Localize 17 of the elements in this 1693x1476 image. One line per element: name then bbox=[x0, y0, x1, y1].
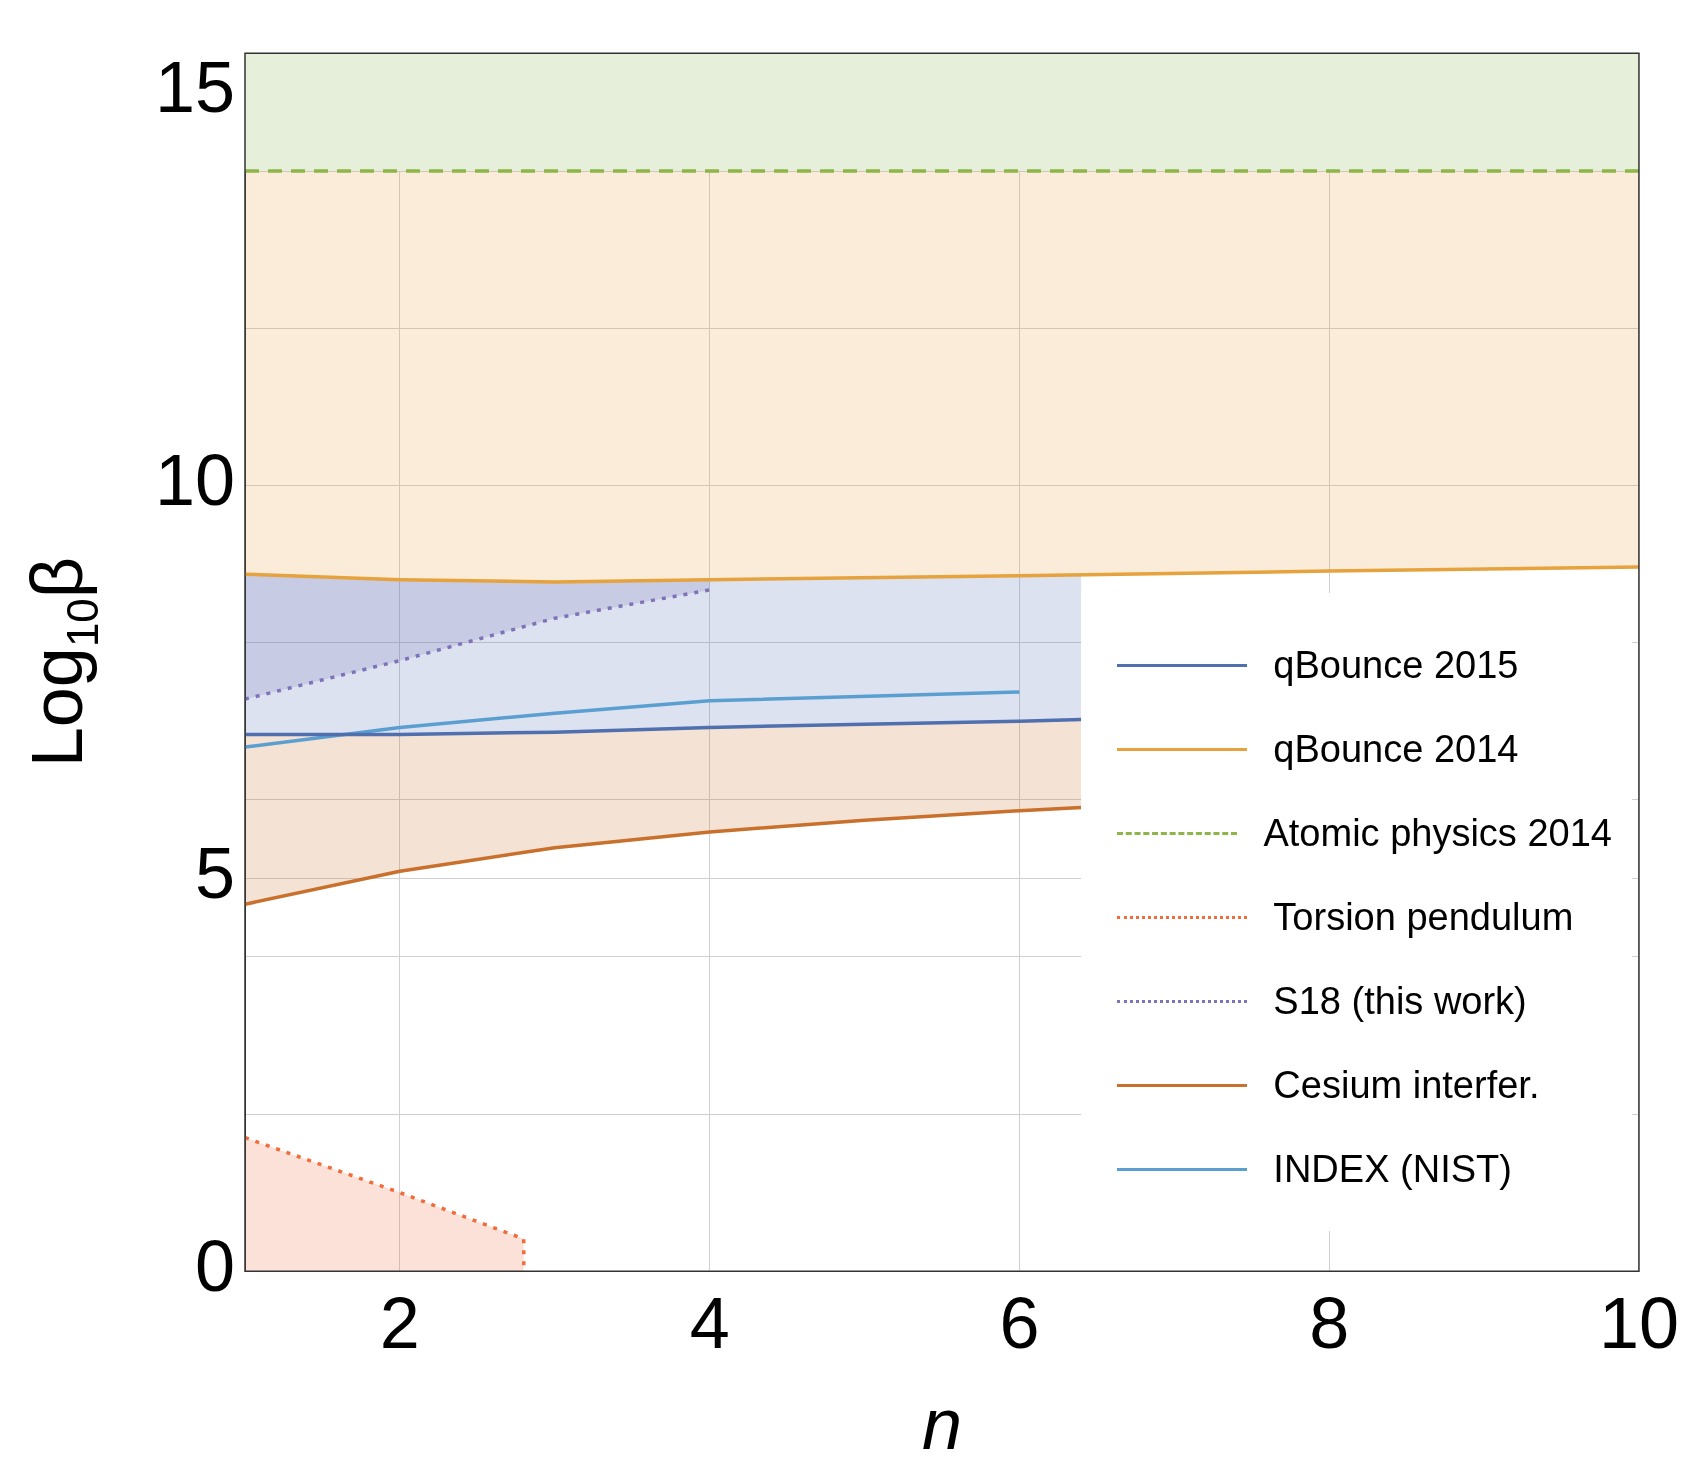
legend-label: S18 (this work) bbox=[1273, 979, 1527, 1023]
legend-label: qBounce 2015 bbox=[1273, 643, 1519, 687]
x-tick-label: 2 bbox=[379, 1283, 420, 1364]
y-tick-label: 10 bbox=[154, 440, 235, 521]
x-tick-label: 4 bbox=[689, 1283, 730, 1364]
x-tick-label: 6 bbox=[999, 1283, 1040, 1364]
y-tick-label: 5 bbox=[194, 833, 235, 914]
y-tick-label: 0 bbox=[194, 1226, 235, 1307]
y-tick-label: 15 bbox=[154, 47, 235, 128]
legend-label: Torsion pendulum bbox=[1273, 895, 1574, 939]
x-axis-title: n bbox=[921, 1383, 962, 1464]
legend-label: INDEX (NIST) bbox=[1273, 1147, 1512, 1191]
x-tick-label: 10 bbox=[1598, 1283, 1679, 1364]
x-tick-label: 8 bbox=[1309, 1283, 1350, 1364]
legend-label: Cesium interfer. bbox=[1273, 1063, 1540, 1107]
legend-label: Atomic physics 2014 bbox=[1263, 811, 1612, 855]
legend-label: qBounce 2014 bbox=[1273, 727, 1519, 771]
